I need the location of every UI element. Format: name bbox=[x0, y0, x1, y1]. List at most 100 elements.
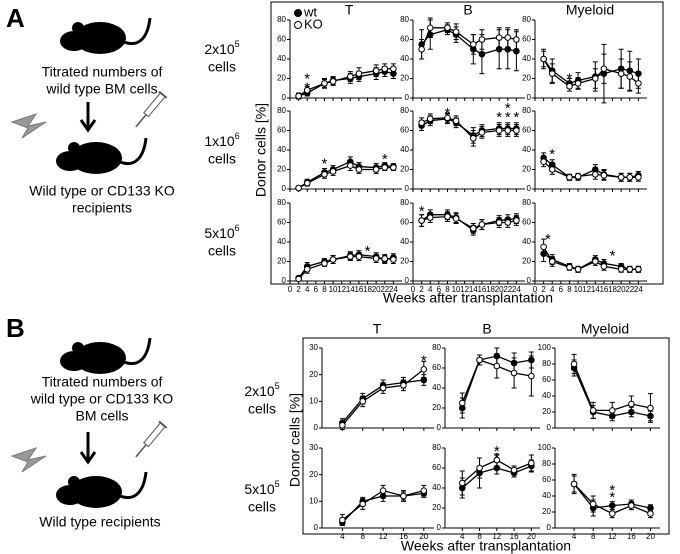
x-tick-label: 12 bbox=[582, 285, 591, 294]
x-tick-label: 6 bbox=[314, 285, 319, 294]
x-tick-label: 18 bbox=[363, 285, 372, 294]
data-point bbox=[510, 369, 518, 377]
x-tick-label: 10 bbox=[329, 285, 338, 294]
y-tick-label: 40 bbox=[400, 145, 409, 154]
data-point bbox=[628, 400, 635, 408]
y-tick-label: 40 bbox=[522, 54, 531, 63]
data-point bbox=[493, 352, 501, 360]
x-tick-label: 18 bbox=[486, 285, 495, 294]
data-point bbox=[381, 65, 389, 73]
x-tick-label: 8 bbox=[477, 532, 482, 541]
significance-mark: * bbox=[505, 100, 511, 117]
x-tick-label: 0 bbox=[533, 285, 538, 294]
series-line bbox=[341, 368, 425, 426]
data-point bbox=[347, 253, 354, 260]
x-tick-label: 10 bbox=[574, 285, 583, 294]
donor-text: wild type BM cells bbox=[45, 81, 157, 97]
data-point bbox=[420, 376, 428, 384]
data-point bbox=[647, 510, 654, 517]
data-point bbox=[379, 487, 387, 494]
y-tick-label: 20 bbox=[277, 257, 286, 266]
recipient-mouse bbox=[54, 136, 148, 176]
data-point bbox=[528, 459, 535, 467]
data-point bbox=[418, 217, 425, 224]
data-point bbox=[600, 172, 608, 179]
y-tick-label: 40 bbox=[400, 54, 409, 63]
data-point bbox=[626, 73, 634, 80]
data-point bbox=[548, 166, 556, 173]
y-tick-label: 20 bbox=[522, 257, 531, 266]
data-point bbox=[513, 217, 520, 224]
y-tick-label: 10 bbox=[309, 496, 318, 505]
y-tick-label: 0 bbox=[405, 184, 410, 193]
data-point bbox=[548, 70, 556, 77]
data-point bbox=[303, 86, 311, 94]
y-axis-label: Donor cells [%] bbox=[287, 393, 303, 487]
row-label: 5x106 bbox=[204, 223, 239, 240]
row-label: cells bbox=[248, 499, 276, 515]
y-tick-label: 80 bbox=[400, 15, 409, 24]
y-tick-label: 0 bbox=[527, 276, 532, 285]
data-point bbox=[303, 179, 311, 187]
data-point bbox=[452, 28, 460, 36]
donor-text: wild type or CD133 KO bbox=[30, 391, 174, 407]
x-tick-label: 4 bbox=[428, 285, 433, 294]
legend-marker bbox=[294, 9, 302, 17]
series-line bbox=[421, 118, 517, 137]
data-point bbox=[347, 162, 354, 169]
y-tick-label: 80 bbox=[277, 198, 286, 207]
data-point bbox=[478, 221, 486, 228]
panel-letter: A bbox=[6, 3, 25, 33]
data-point bbox=[470, 41, 477, 48]
y-tick-label: 80 bbox=[277, 106, 286, 115]
y-tick-label: 0 bbox=[547, 523, 552, 532]
data-point bbox=[478, 129, 486, 136]
data-point bbox=[321, 80, 328, 87]
data-point bbox=[390, 256, 397, 263]
x-tick-label: 8 bbox=[591, 532, 596, 541]
y-tick-label: 20 bbox=[432, 503, 441, 512]
data-point bbox=[540, 243, 547, 251]
significance-mark: * bbox=[610, 248, 616, 265]
y-tick-label: 80 bbox=[522, 15, 531, 24]
data-point bbox=[478, 36, 486, 43]
x-tick-label: 0 bbox=[288, 285, 293, 294]
donor-mouse bbox=[58, 336, 152, 376]
y-tick-label: 20 bbox=[522, 165, 531, 174]
data-point bbox=[426, 24, 434, 32]
y-tick-label: 20 bbox=[309, 470, 318, 479]
x-tick-label: 12 bbox=[608, 532, 617, 541]
legend-label: wt bbox=[303, 4, 317, 19]
data-point bbox=[381, 255, 389, 262]
data-point bbox=[420, 366, 428, 373]
y-tick-label: 60 bbox=[522, 126, 531, 135]
data-point bbox=[420, 487, 428, 494]
data-point bbox=[372, 67, 380, 74]
column-title: B bbox=[463, 2, 472, 18]
y-tick-label: 20 bbox=[542, 407, 551, 416]
series-line bbox=[298, 255, 394, 280]
data-point bbox=[528, 356, 535, 364]
y-tick-label: 60 bbox=[432, 463, 441, 472]
significance-mark: * bbox=[496, 109, 502, 126]
x-tick-label: 8 bbox=[361, 532, 366, 541]
data-point bbox=[626, 266, 634, 273]
data-point bbox=[372, 255, 380, 262]
y-tick-label: 0 bbox=[527, 184, 532, 193]
y-tick-label: 80 bbox=[400, 198, 409, 207]
significance-mark: * bbox=[494, 450, 500, 467]
data-point bbox=[381, 164, 389, 171]
x-tick-label: 6 bbox=[437, 285, 442, 294]
data-point bbox=[574, 266, 582, 273]
x-tick-label: 14 bbox=[469, 285, 478, 294]
data-point bbox=[329, 168, 337, 175]
data-point bbox=[570, 360, 578, 368]
significance-mark: * bbox=[505, 109, 511, 126]
x-tick-label: 16 bbox=[477, 285, 486, 294]
x-tick-label: 12 bbox=[379, 532, 388, 541]
row-label: cells bbox=[248, 401, 276, 417]
x-tick-label: 16 bbox=[354, 285, 363, 294]
significance-mark: * bbox=[365, 243, 371, 260]
data-point bbox=[528, 372, 535, 380]
syringe bbox=[134, 90, 168, 128]
